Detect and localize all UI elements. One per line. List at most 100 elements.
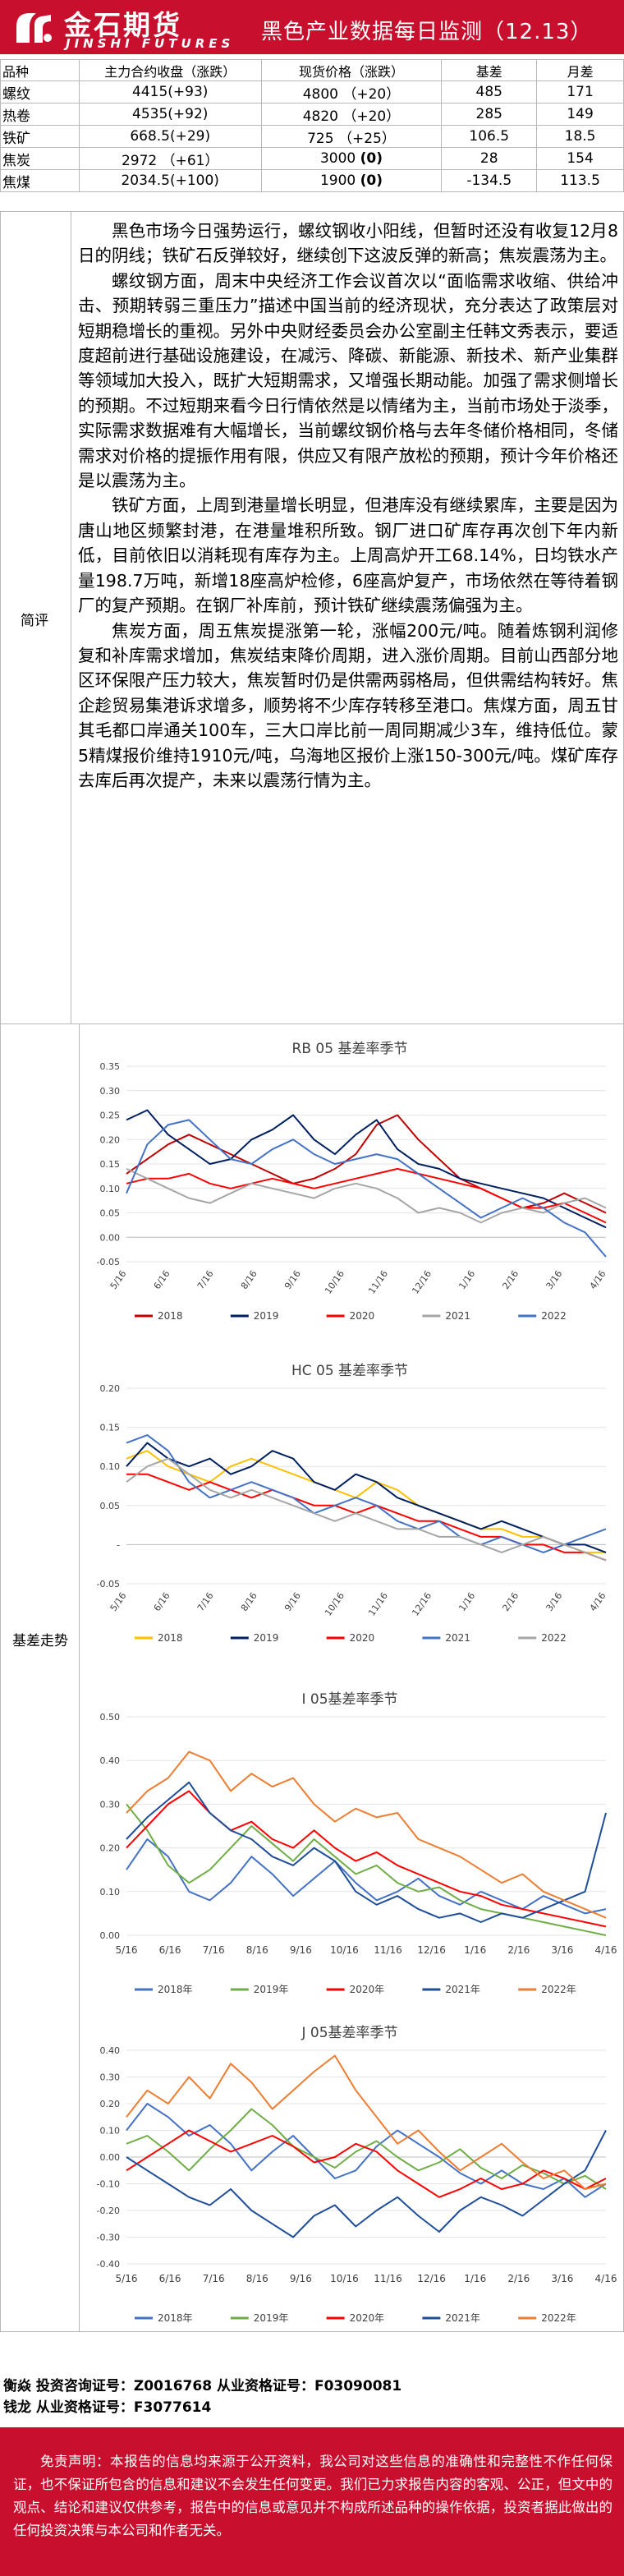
- table-body: 螺纹 4415(+93) 4800 （+20） 485 171 热卷 4535(+92) 48…: [0, 80, 624, 192]
- y-tick-label: 0.00: [100, 1232, 121, 1243]
- x-tick-label: 3/16: [551, 2273, 573, 2284]
- analyst-contact-line: 钱龙 从业资格证号：F3077614: [3, 2399, 212, 2416]
- series-line-2019年: [126, 2108, 607, 2190]
- i05-basis-chart: I 05基差率季节 0.50 0.40 0.30 0.20 0.10 0.00 5/16 6/1…: [100, 1691, 617, 1995]
- column-header-month-spread: 月差: [536, 59, 624, 81]
- spot-price-cell: 3000 (0): [260, 147, 443, 170]
- column-header-variety: 品种: [0, 59, 80, 81]
- spot-change-value: （+20）: [342, 108, 401, 125]
- x-tick-label: 9/16: [290, 2273, 312, 2284]
- month-spread-cell: 113.5: [536, 169, 624, 192]
- y-tick-label: -0.05: [97, 1579, 120, 1589]
- spot-change-value: (0): [360, 172, 383, 189]
- commentary-paragraph: 黑色市场今日强势运行，螺纹钢收小阳线，但暂时还没有收复12月8日的阴线；铁矿石反…: [78, 221, 618, 266]
- variety-cell: 焦煤: [0, 169, 80, 192]
- table-row: 铁矿 668.5(+29) 725 （+25） 106.5 18.5: [0, 125, 624, 148]
- futures-close-cell: 2972 （+61）: [78, 147, 262, 170]
- month-spread-cell: 149: [536, 103, 624, 126]
- legend-label: 2020: [350, 1632, 375, 1644]
- y-tick-label: 0.20: [100, 1134, 121, 1145]
- y-tick-label: 0.00: [100, 1930, 121, 1941]
- legend-label: 2022年: [541, 1984, 576, 1995]
- x-tick-label: 11/16: [374, 1944, 402, 1956]
- x-tick-label: 1/16: [457, 1590, 477, 1613]
- x-tick-label: 3/16: [544, 1590, 565, 1613]
- spot-change-value: （+20）: [342, 85, 401, 103]
- series-line-2021年: [126, 2130, 607, 2238]
- x-tick-label: 1/16: [457, 1268, 477, 1291]
- legend-label: 2019年: [254, 2312, 289, 2324]
- commentary-label-cell: 简评: [1, 212, 71, 1024]
- commentary-paragraph: 焦炭方面，周五焦炭提涨第一轮，涨幅200元/吨。随着炼钢利润修复和补库需求增加，…: [78, 620, 618, 790]
- x-tick-label: 8/16: [239, 1590, 259, 1613]
- series-line-2020年: [126, 1790, 607, 1928]
- series-line-2018年: [126, 2103, 607, 2198]
- x-tick-label: 7/16: [203, 2273, 225, 2284]
- futures-close-cell: 4415(+93): [78, 80, 262, 104]
- series-line-2022年: [126, 1750, 607, 1919]
- y-tick-label: -0.20: [97, 2206, 120, 2216]
- x-tick-label: 2/16: [507, 2273, 530, 2284]
- y-tick-label: 0.40: [100, 2045, 121, 2056]
- basis-cell: -134.5: [441, 169, 538, 192]
- series-line-2021: [126, 1434, 607, 1553]
- y-tick-label: -0.30: [97, 2233, 120, 2243]
- legend-label: 2022: [541, 1632, 567, 1644]
- disclaimer-box: 免责声明：本报告的信息均来源于公开资料，我公司对这些信息的准确性和完整性不作任何…: [0, 2427, 624, 2576]
- column-header-basis: 基差: [441, 59, 538, 81]
- series-line-2022年: [126, 2054, 607, 2190]
- x-tick-label: 2/16: [500, 1590, 521, 1613]
- legend-label: 2021: [445, 1632, 470, 1644]
- x-tick-label: 6/16: [152, 1268, 172, 1291]
- variety-cell: 螺纹: [0, 80, 80, 104]
- spot-price-cell: 1900 (0): [260, 169, 443, 192]
- x-tick-label: 10/16: [330, 2273, 359, 2284]
- x-tick-label: 2/16: [507, 1944, 530, 1956]
- y-tick-label: 0.10: [100, 1461, 121, 1472]
- month-spread-cell: 154: [536, 147, 624, 170]
- basis-cell: 28: [441, 147, 538, 170]
- x-tick-label: 4/16: [588, 1268, 608, 1291]
- commentary-paragraph: 铁矿方面，上周到港量增长明显，但港库没有继续累库，主要是因为唐山地区频繁封港，在…: [78, 495, 618, 616]
- y-tick-label: 0.35: [100, 1061, 121, 1072]
- basis-cell: 485: [441, 80, 538, 104]
- spot-price-cell: 4820 （+20）: [260, 103, 443, 126]
- x-tick-label: 10/16: [330, 1944, 359, 1956]
- x-tick-label: 1/16: [464, 2273, 486, 2284]
- legend-label: 2018: [158, 1310, 183, 1322]
- logo-chinese-name: 金石期货: [64, 9, 182, 41]
- x-tick-label: 6/16: [159, 2273, 181, 2284]
- series-line-2019年: [126, 1803, 607, 1936]
- y-tick-label: 0.50: [100, 1712, 121, 1723]
- y-tick-label: 0.00: [100, 2152, 121, 2163]
- commentary-paragraph: 螺纹钢方面，周末中央经济工作会议首次以“面临需求收缩、供给冲击、预期转弱三重压力…: [78, 270, 618, 491]
- legend-label: 2022: [541, 1310, 567, 1322]
- chart-title: HC 05 基差率季节: [291, 1363, 408, 1379]
- y-tick-label: 0.10: [100, 2126, 121, 2137]
- spot-price-value: 4820: [302, 108, 338, 125]
- chart-title: J 05基差率季节: [301, 2025, 397, 2041]
- price-data-table: 品种 主力合约收盘（涨跌） 现货价格（涨跌） 基差 月差 螺纹 4415(+93)…: [0, 59, 624, 192]
- legend-label: 2020年: [350, 1984, 385, 1995]
- rb05-basis-chart: RB 05 基差率季节 0.35 0.30 0.25 0.20 0.15 0.10 0.05 0…: [97, 1041, 608, 1322]
- variety-cell: 热卷: [0, 103, 80, 126]
- x-tick-label: 11/16: [366, 1590, 390, 1617]
- variety-cell: 焦炭: [0, 147, 80, 170]
- legend-label: 2020: [350, 1310, 375, 1322]
- x-tick-label: 9/16: [282, 1590, 303, 1613]
- x-tick-label: 11/16: [366, 1268, 390, 1295]
- series-line-2021年: [126, 1781, 607, 1923]
- y-tick-label: 0.40: [100, 1755, 121, 1766]
- column-header-futures-close: 主力合约收盘（涨跌）: [78, 59, 262, 81]
- x-tick-label: 12/16: [410, 1268, 434, 1295]
- table-header-row: 品种 主力合约收盘（涨跌） 现货价格（涨跌） 基差 月差: [0, 59, 624, 81]
- series-line-2018年: [126, 1838, 607, 1915]
- commentary-text: 黑色市场今日强势运行，螺纹钢收小阳线，但暂时还没有收复12月8日的阴线；铁矿石反…: [78, 218, 618, 793]
- x-tick-label: 2/16: [500, 1268, 521, 1291]
- x-tick-label: 7/16: [195, 1268, 216, 1291]
- legend-label: 2019: [254, 1310, 279, 1322]
- y-tick-label: 0.20: [100, 1843, 121, 1854]
- j05-basis-chart: J 05基差率季节 0.40 0.30 0.20 0.10 0.00 -0.10 -0.20 -…: [97, 2025, 617, 2324]
- x-tick-label: 8/16: [246, 1944, 268, 1956]
